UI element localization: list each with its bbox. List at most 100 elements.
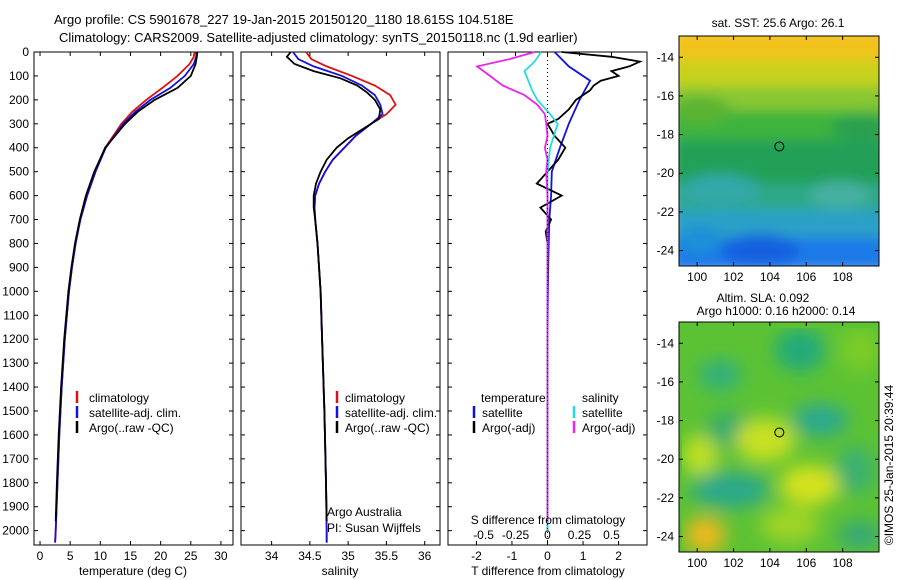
depth-tick-label: 700: [9, 213, 29, 227]
depth-tick-label: 2000: [2, 524, 29, 538]
x-tick-label: 30: [214, 549, 228, 563]
depth-tick-label: 400: [9, 141, 29, 155]
salinity-x-axis: 34 34.5 35 35.5 36: [265, 52, 432, 563]
s-tick-label: -0.5: [473, 528, 494, 542]
temperature-xlabel: temperature (deg C): [79, 564, 187, 578]
depth-tick-label: 0: [22, 45, 29, 59]
pi-note: PI: Susan Wijffels: [327, 521, 421, 535]
depth-tick-label: 1500: [2, 404, 29, 418]
argo-position-marker: [774, 427, 785, 438]
sst-heatmap: [679, 36, 879, 266]
depth-tick-label: 300: [9, 117, 29, 131]
depth-tick-label: 1000: [2, 284, 29, 298]
credit-stamp: ©IMOS 25-Jan-2015 20:39:44: [882, 385, 896, 546]
lat-tick-label: -18: [657, 128, 675, 142]
sla-map-axes: 100 102 104 106 108 -14 -16 -18 -20 -22 -24: [657, 322, 879, 570]
lat-tick-label: -14: [657, 50, 675, 64]
sla-heatmap: [679, 322, 879, 552]
legend-label-satellite: satellite-adj. clim.: [89, 406, 181, 420]
legend-label-t-argo: Argo(-adj): [482, 421, 535, 435]
t-tick-label: -2: [471, 549, 482, 563]
depth-tick-label: 1200: [2, 332, 29, 346]
legend-label-t-satellite: satellite: [482, 406, 523, 420]
series-salinity-argo: [474, 51, 549, 522]
salinity-panel: [240, 51, 441, 546]
depth-tick-label: 500: [9, 165, 29, 179]
diff-xlabel-top: S difference from climatology: [471, 513, 626, 527]
difference-series: [474, 51, 643, 531]
t-tick-label: 0: [544, 549, 551, 563]
x-tick-label: 0: [37, 549, 44, 563]
depth-tick-label: 1300: [2, 356, 29, 370]
x-tick-label: 36: [418, 549, 432, 563]
sla-map-title-1: Altim. SLA: 0.092: [717, 291, 810, 305]
depth-tick-label: 800: [9, 236, 29, 250]
legend-label-climatology: climatology: [89, 391, 149, 405]
x-tick-label: 20: [154, 549, 168, 563]
depth-tick-label: 200: [9, 93, 29, 107]
t-tick-label: 1: [580, 549, 587, 563]
lat-tick-label: -14: [657, 336, 675, 350]
legend-label-argo: Argo(..raw -QC): [345, 421, 430, 435]
sst-map-title: sat. SST: 25.6 Argo: 26.1: [712, 16, 845, 30]
lat-tick-label: -16: [657, 375, 675, 389]
x-tick-label: 34: [265, 549, 279, 563]
series-sal-argo-raw-qc-: [285, 51, 382, 522]
salinity-legend: climatology satellite-adj. clim. Argo(..…: [335, 391, 437, 435]
sla-map-title-2: Argo h1000: 0.16 h2000: 0.14: [697, 304, 856, 318]
lon-tick-label: 104: [760, 556, 780, 570]
temperature-x-axis: 0 5 10 15 20 25 30: [37, 52, 228, 563]
s-tick-label: -0.25: [502, 528, 530, 542]
depth-tick-label: 1700: [2, 452, 29, 466]
salinity-xlabel: salinity: [322, 564, 359, 578]
lat-tick-label: -22: [657, 491, 675, 505]
x-tick-label: 34.5: [298, 549, 322, 563]
lat-tick-label: -22: [657, 205, 675, 219]
series-temp-argo-raw-qc-: [54, 51, 199, 522]
x-tick-label: 35: [341, 549, 355, 563]
legend-title-salinity: salinity: [582, 391, 619, 405]
legend-label-climatology: climatology: [345, 391, 405, 405]
depth-axis: 0 100 200 300 400 500 600 700 800 900 1000 1100 1200…: [2, 45, 647, 538]
lat-tick-label: -20: [657, 166, 675, 180]
lon-tick-label: 108: [833, 556, 853, 570]
difference-x-axis: -2 -1 0 1 2 -0.5 -0.25 0 0.25 0.5: [471, 52, 622, 563]
difference-legend: temperature salinity satellite Argo(-adj…: [472, 391, 635, 435]
t-tick-label: -1: [507, 549, 518, 563]
x-tick-label: 25: [184, 549, 198, 563]
sst-map-axes: 100 102 104 106 108 -14 -16 -18 -20 -22 -24: [657, 36, 879, 284]
lat-tick-label: -20: [657, 452, 675, 466]
lat-tick-label: -24: [657, 530, 675, 544]
header-line2: Climatology: CARS2009. Satellite-adjuste…: [59, 30, 578, 45]
lon-tick-label: 102: [724, 270, 744, 284]
lat-tick-label: -16: [657, 89, 675, 103]
sst-map-frame: [678, 35, 880, 267]
s-tick-label: 0.5: [603, 528, 620, 542]
lat-tick-label: -24: [657, 244, 675, 258]
salinity-series: [285, 51, 397, 543]
legend-label-argo: Argo(..raw -QC): [89, 421, 174, 435]
s-tick-label: 0.25: [568, 528, 592, 542]
lon-tick-label: 108: [833, 270, 853, 284]
lon-tick-label: 106: [796, 270, 816, 284]
t-tick-label: 2: [615, 549, 622, 563]
x-tick-label: 35.5: [375, 549, 399, 563]
depth-tick-label: 1900: [2, 500, 29, 514]
sla-map-frame: [678, 321, 880, 553]
x-tick-label: 5: [67, 549, 74, 563]
lat-tick-label: -18: [657, 414, 675, 428]
depth-tick-label: 1400: [2, 380, 29, 394]
legend-label-s-satellite: satellite: [582, 406, 623, 420]
depth-tick-label: 100: [9, 69, 29, 83]
temperature-panel: [33, 51, 234, 546]
lon-tick-label: 104: [760, 270, 780, 284]
s-tick-label: 0: [544, 528, 551, 542]
lon-tick-label: 106: [796, 556, 816, 570]
x-tick-label: 15: [124, 549, 138, 563]
depth-tick-label: 1600: [2, 428, 29, 442]
legend-label-s-argo: Argo(-adj): [582, 421, 635, 435]
header-line1: Argo profile: CS 5901678_227 19-Jan-2015…: [54, 12, 514, 27]
temperature-legend: climatology satellite-adj. clim. Argo(..…: [75, 391, 181, 435]
legend-title-temperature: temperature: [481, 391, 546, 405]
